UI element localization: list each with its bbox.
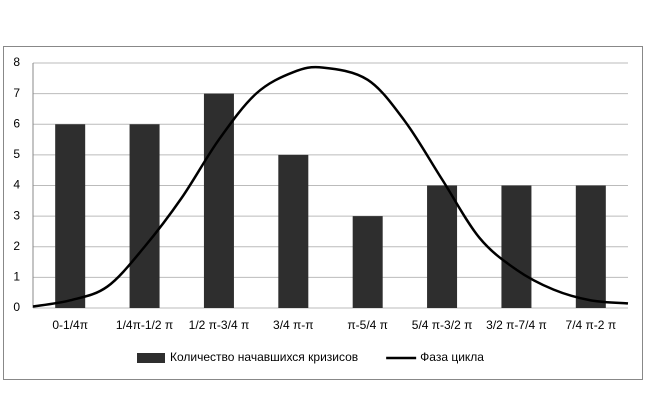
x-tick-label: 5/4 π-3/2 π <box>412 318 473 332</box>
bar <box>203 93 234 308</box>
y-tick-label: 6 <box>13 116 20 130</box>
y-tick-label: 4 <box>13 178 20 192</box>
y-tick-label: 3 <box>13 208 20 222</box>
x-tick-label: 3/4 π-π <box>273 318 314 332</box>
x-tick-label: 7/4 π-2 π <box>566 318 617 332</box>
x-tick-label: 0-1/4π <box>52 318 88 332</box>
legend-label: Количество начавшихся кризисов <box>170 350 358 364</box>
x-tick-label: 3/2 π-7/4 π <box>486 318 547 332</box>
y-tick-label: 1 <box>13 270 20 284</box>
bar <box>575 185 606 308</box>
legend-swatch <box>137 353 165 363</box>
x-tick-label: π-5/4 π <box>347 318 388 332</box>
bar <box>352 216 383 308</box>
y-tick-label: 2 <box>13 239 20 253</box>
x-tick-label: 1/4π-1/2 π <box>116 318 173 332</box>
bar <box>278 154 309 308</box>
bar <box>501 185 532 308</box>
y-tick-label: 7 <box>13 86 20 100</box>
y-tick-label: 5 <box>13 147 20 161</box>
line <box>32 65 629 308</box>
chart-frame <box>3 46 643 380</box>
bar <box>55 124 86 308</box>
y-tick-label: 8 <box>13 55 20 69</box>
x-tick-label: 1/2 π-3/4 π <box>189 318 250 332</box>
legend-label: Фаза цикла <box>420 350 484 364</box>
bar <box>427 185 458 308</box>
bar <box>129 124 160 308</box>
y-tick-label: 0 <box>13 300 20 314</box>
